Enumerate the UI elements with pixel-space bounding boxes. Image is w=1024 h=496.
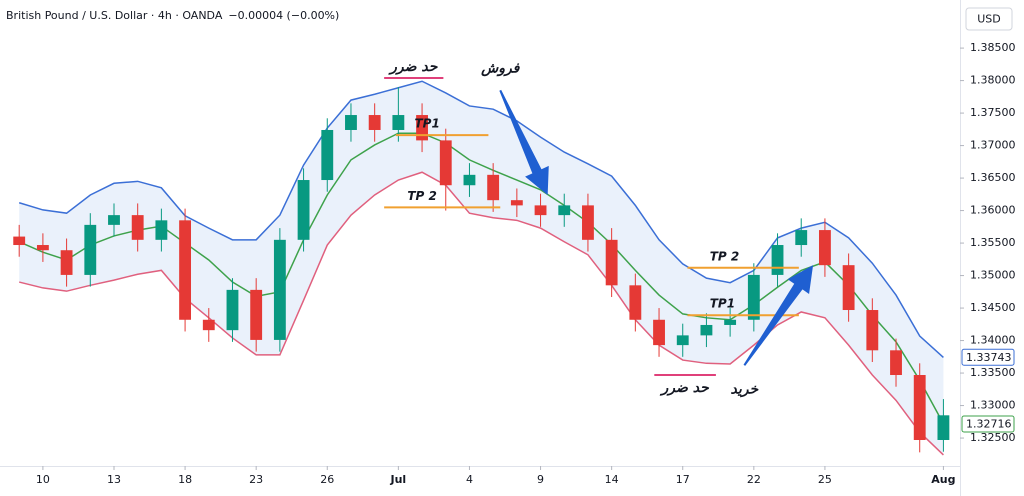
x-tick-label: 9 [537,473,544,486]
candle-body [700,324,713,336]
candle-body [747,274,760,320]
candle-body [582,205,594,240]
x-tick-label: 4 [466,473,473,486]
candle-body [534,205,547,216]
currency-box[interactable] [965,7,1013,31]
candle-body [558,205,571,216]
arrow-label: خرید [731,381,760,397]
x-tick-label: 10 [36,473,50,486]
price-tag-label: 1.33743 [966,351,1012,364]
band-line [18,80,944,359]
x-tick-label: 13 [107,473,121,486]
candle-body [273,239,286,340]
candle-body [155,220,168,240]
candle-body [818,230,831,266]
candle-body [226,289,239,331]
candle-body [131,215,144,240]
y-tick-label: 1.38500 [970,41,1016,54]
candle-body [653,319,665,346]
y-tick-label: 1.33000 [970,399,1016,412]
candle-body [605,239,618,286]
candle-body [392,115,405,130]
currency[interactable]: USD [977,13,1001,26]
candle-body [416,115,428,141]
candle-body [345,115,357,130]
candle-body [84,224,97,275]
candle-body [487,174,500,201]
x-tick-label: 23 [249,473,263,486]
candle-body [60,250,73,275]
level-label: حد ضرر [659,380,710,396]
candle-body [13,236,26,246]
y-tick-label: 1.37000 [970,139,1016,152]
candle-body [771,245,784,275]
level-label: TP1 [414,117,439,131]
y-tick-label: 1.35500 [970,236,1016,249]
y-tick-label: 1.33500 [970,366,1016,379]
level-label: حد ضرر [388,59,439,75]
candle-body [368,115,381,130]
x-tick-label: 17 [676,473,690,486]
x-tick-label: Jul [390,473,407,486]
price-tag [961,348,1015,366]
candle-body [676,335,689,346]
candle-body [463,174,476,186]
y-tick-label: 1.34500 [970,301,1016,314]
candle-body [439,140,452,186]
level-label: TP1 [710,297,735,311]
level-label: TP 2 [710,249,740,263]
price-tag [961,415,1015,433]
x-tick-label: 22 [747,473,761,486]
candle-body [629,285,642,320]
level-label: TP 2 [407,189,437,203]
y-tick-label: 1.36500 [970,171,1016,184]
y-tick-label: 1.35000 [970,269,1016,282]
x-tick-label: Aug [931,473,955,486]
band-line [19,171,944,456]
candle-body [890,350,902,376]
x-tick-label: 18 [178,473,192,486]
arrow [499,89,549,195]
candle-body [842,265,855,311]
arrow [743,265,814,366]
candle-body [510,200,523,206]
price-change: −0.00004 (−0.00%) [228,9,339,22]
candle-body [937,415,950,441]
x-tick-label: 26 [320,473,334,486]
candle-body [108,215,120,225]
y-tick-label: 1.34000 [970,334,1016,347]
candle-body [913,375,926,441]
x-tick-label: 14 [605,473,619,486]
y-tick-label: 1.36000 [970,204,1016,217]
candle-body [202,319,215,331]
candle-body [179,220,192,320]
candle-body [297,180,310,240]
x-tick-label: 25 [818,473,832,486]
band-fill [19,81,944,455]
plot-area: حد ضرر TP1 TP 2 TP 2 TP1 حد ضرر فروش خرید [13,59,950,456]
y-tick-label: 1.38000 [970,74,1016,87]
candle-body [36,245,49,251]
candle-body [250,289,263,340]
candle-body [724,319,737,325]
chart-title: British Pound / U.S. Dollar · 4h · OANDA [6,9,223,22]
candle-body [321,129,334,181]
y-tick-label: 1.32500 [970,431,1016,444]
price-tag-label: 1.32716 [966,418,1012,431]
arrow-label: فروش [480,60,521,76]
candle-body [866,310,879,351]
candle-body [795,230,808,246]
y-tick-label: 1.37500 [970,106,1016,119]
